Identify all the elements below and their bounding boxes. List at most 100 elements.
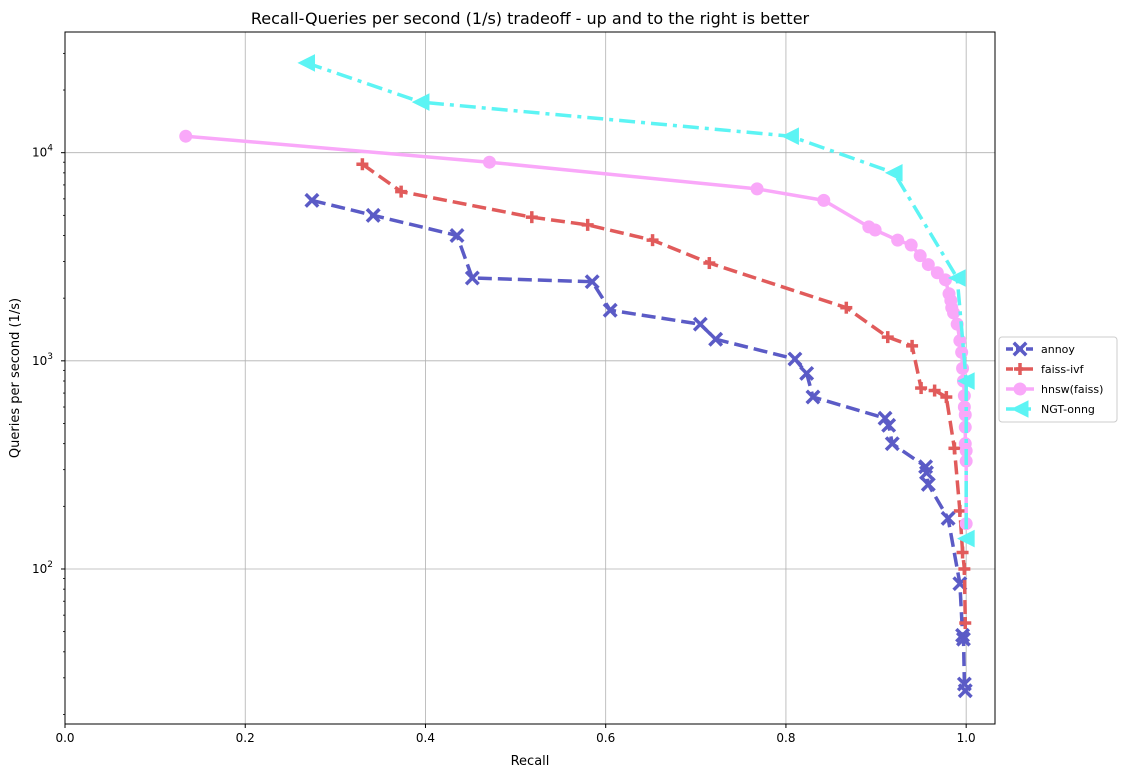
- marker-stroke: [957, 683, 973, 699]
- x-tick-label: 0.4: [416, 731, 435, 745]
- marker-stroke: [692, 316, 708, 332]
- legend-marker-ngt-onng: [1010, 400, 1029, 418]
- data-point-faiss-ivf: [395, 185, 408, 198]
- data-point-hnsw-faiss: [955, 345, 969, 359]
- plot-frame: [64, 31, 996, 725]
- data-point-hnsw-faiss: [179, 129, 193, 143]
- data-point-annoy: [877, 410, 893, 426]
- data-point-annoy: [787, 351, 803, 367]
- legend-item-ngt-onng: NGT-onng: [1006, 400, 1095, 418]
- marker-stroke: [881, 417, 897, 433]
- marker-stroke: [920, 476, 936, 492]
- legend-item-annoy: annoy: [1006, 341, 1075, 357]
- marker-stroke: [877, 410, 893, 426]
- legend-label-faiss-ivf: faiss-ivf: [1041, 363, 1085, 376]
- y-tick-label: 104: [32, 144, 53, 160]
- marker-stroke: [919, 465, 934, 481]
- legend-label-hnsw-faiss: hnsw(faiss): [1041, 383, 1103, 396]
- data-point-hnsw-faiss: [947, 306, 961, 320]
- legend-marker-hnsw-faiss: [1013, 382, 1027, 396]
- data-point-faiss-ivf: [959, 617, 972, 630]
- marker-stroke: [464, 270, 480, 286]
- data-point-faiss-ivf: [928, 384, 941, 397]
- legend: annoy faiss-ivf hnsw(faiss) NGT-onng: [998, 336, 1118, 423]
- data-point-annoy: [955, 631, 971, 647]
- data-point-annoy: [584, 274, 600, 290]
- marker-stroke: [602, 302, 618, 318]
- legend-item-faiss-ivf: faiss-ivf: [1006, 363, 1085, 376]
- marker-stroke: [884, 436, 900, 452]
- series-line-annoy: [311, 198, 968, 692]
- data-point-annoy: [881, 417, 897, 433]
- data-point-faiss-ivf: [906, 339, 919, 352]
- y-tick-label: 102: [32, 560, 53, 576]
- data-point-hnsw-faiss: [957, 389, 971, 403]
- data-point-faiss-ivf: [356, 158, 369, 171]
- marker-stroke: [449, 228, 465, 243]
- x-tick-label: 0.8: [776, 731, 795, 745]
- series-line-ngt-onng: [305, 61, 968, 539]
- data-point-hnsw-faiss: [482, 155, 496, 169]
- y-axis-ticks: 102 103 104: [32, 52, 65, 715]
- data-point-faiss-ivf: [915, 382, 928, 395]
- legend-marker-faiss-ivf: [1014, 363, 1026, 375]
- marker-stroke: [787, 351, 803, 367]
- data-point-faiss-ivf: [958, 562, 971, 575]
- series-annoy: [304, 192, 973, 699]
- x-tick-label: 0.2: [236, 731, 255, 745]
- data-point-annoy: [304, 192, 320, 208]
- data-point-ngt-onng: [948, 269, 966, 287]
- data-point-hnsw-faiss: [913, 249, 927, 263]
- data-point-ngt-onng: [781, 127, 799, 146]
- data-point-annoy: [449, 228, 465, 243]
- data-point-ngt-onng: [957, 529, 975, 548]
- data-point-annoy: [799, 365, 815, 381]
- marker-stroke: [1012, 341, 1028, 357]
- data-point-annoy: [805, 389, 821, 405]
- data-point-hnsw-faiss: [904, 238, 918, 252]
- marker-stroke: [955, 627, 971, 643]
- data-point-faiss-ivf: [525, 211, 538, 224]
- legend-label-annoy: annoy: [1041, 343, 1075, 356]
- data-point-annoy: [365, 207, 381, 223]
- legend-item-hnsw-faiss: hnsw(faiss): [1006, 382, 1103, 396]
- data-point-faiss-ivf: [948, 442, 961, 455]
- legend-label-ngt-onng: NGT-onng: [1041, 403, 1095, 416]
- y-tick-label: 103: [32, 352, 53, 368]
- data-point-faiss-ivf: [581, 218, 594, 231]
- marker-stroke: [708, 331, 724, 347]
- marker-stroke: [584, 274, 600, 290]
- data-point-annoy: [940, 510, 956, 526]
- marker-stroke: [940, 510, 956, 526]
- x-axis-label: Recall: [511, 754, 550, 769]
- data-point-ngt-onng: [884, 164, 903, 182]
- data-point-faiss-ivf: [840, 301, 853, 314]
- data-point-faiss-ivf: [953, 504, 966, 517]
- series-layer: [179, 54, 975, 699]
- chart-title: Recall-Queries per second (1/s) tradeoff…: [251, 9, 810, 28]
- series-hnsw-faiss: [179, 129, 973, 531]
- data-point-hnsw-faiss: [921, 258, 935, 272]
- x-tick-label: 1.0: [957, 731, 976, 745]
- y-axis-label: Queries per second (1/s): [8, 298, 23, 458]
- data-point-ngt-onng: [297, 54, 316, 72]
- data-point-ngt-onng: [411, 93, 430, 111]
- data-point-faiss-ivf: [703, 257, 716, 270]
- data-point-annoy: [708, 331, 724, 347]
- data-point-hnsw-faiss: [938, 273, 952, 287]
- data-point-hnsw-faiss: [750, 182, 764, 196]
- grid-lines: [65, 32, 995, 724]
- series-ngt-onng: [297, 54, 975, 548]
- data-point-annoy: [602, 302, 618, 318]
- data-point-annoy: [957, 683, 973, 699]
- data-point-hnsw-faiss: [868, 223, 882, 237]
- data-point-annoy: [884, 436, 900, 452]
- data-point-faiss-ivf: [956, 546, 969, 559]
- data-point-ngt-onng: [957, 372, 975, 390]
- series-line-hnsw-faiss: [185, 134, 968, 524]
- legend-marker-annoy: [1012, 341, 1028, 357]
- data-point-hnsw-faiss: [817, 193, 831, 207]
- marker-stroke: [304, 192, 320, 208]
- marker-stroke: [955, 631, 971, 647]
